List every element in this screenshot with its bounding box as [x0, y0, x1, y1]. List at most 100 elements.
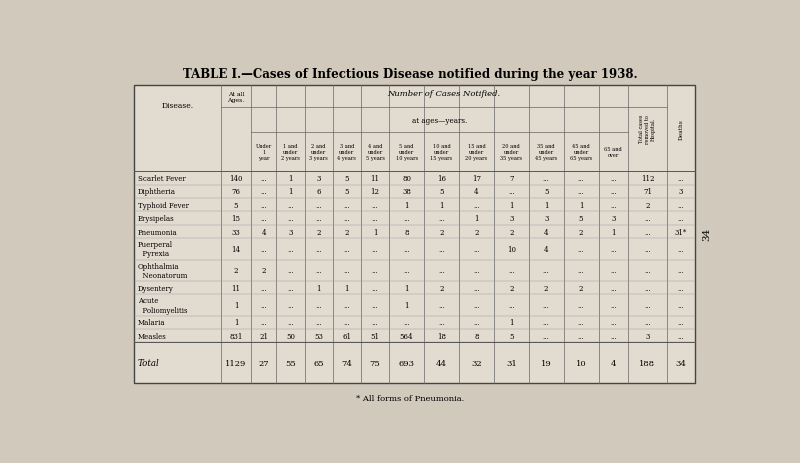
Text: 1: 1: [317, 284, 321, 292]
Text: 19: 19: [541, 359, 551, 367]
Text: ...: ...: [508, 188, 514, 196]
Text: 10 and
under
15 years: 10 and under 15 years: [430, 144, 453, 161]
Text: ...: ...: [287, 215, 294, 223]
Text: 20 and
under
35 years: 20 and under 35 years: [500, 144, 522, 161]
Text: 32: 32: [471, 359, 482, 367]
Text: 11: 11: [232, 284, 241, 292]
Text: ...: ...: [372, 301, 378, 309]
Text: ...: ...: [315, 201, 322, 209]
Text: ...: ...: [343, 267, 350, 275]
Text: Typhoid Fever: Typhoid Fever: [138, 201, 189, 209]
Text: 5: 5: [345, 175, 349, 182]
Text: ...: ...: [403, 267, 410, 275]
Text: 16: 16: [437, 175, 446, 182]
Text: ...: ...: [610, 175, 617, 182]
Text: 4: 4: [544, 228, 549, 236]
Text: 15 and
under
20 years: 15 and under 20 years: [466, 144, 487, 161]
Text: 61: 61: [342, 332, 351, 340]
Text: ...: ...: [543, 175, 550, 182]
Text: 44: 44: [436, 359, 447, 367]
Text: ...: ...: [508, 267, 514, 275]
Text: Deaths: Deaths: [678, 119, 684, 139]
Text: Malaria: Malaria: [138, 319, 166, 327]
Text: 8: 8: [404, 228, 409, 236]
Text: 1: 1: [373, 228, 378, 236]
Text: 3: 3: [288, 228, 293, 236]
Text: 140: 140: [230, 175, 243, 182]
Text: ...: ...: [678, 201, 685, 209]
Text: 1: 1: [509, 319, 514, 327]
Text: 3: 3: [509, 215, 514, 223]
Text: 50: 50: [286, 332, 295, 340]
Text: 2: 2: [544, 284, 549, 292]
Text: ...: ...: [343, 301, 350, 309]
Text: ...: ...: [403, 319, 410, 327]
Text: 15: 15: [232, 215, 241, 223]
Text: 1: 1: [234, 301, 238, 309]
Text: 10: 10: [576, 359, 586, 367]
Text: ...: ...: [287, 319, 294, 327]
Text: 76: 76: [232, 188, 241, 196]
Text: ...: ...: [372, 215, 378, 223]
Text: 5: 5: [345, 188, 349, 196]
Text: 5: 5: [439, 188, 444, 196]
Text: 3: 3: [317, 175, 321, 182]
Text: 1 and
under
2 years: 1 and under 2 years: [281, 144, 300, 161]
Text: 3 and
under
4 years: 3 and under 4 years: [338, 144, 356, 161]
Text: 10: 10: [506, 245, 516, 253]
Text: 1: 1: [404, 301, 409, 309]
Text: 45 and
under
65 years: 45 and under 65 years: [570, 144, 592, 161]
Text: ...: ...: [473, 319, 480, 327]
Text: 8: 8: [474, 332, 478, 340]
Text: ...: ...: [578, 301, 585, 309]
Text: ...: ...: [287, 301, 294, 309]
Text: 3: 3: [544, 215, 548, 223]
Text: Pneumonia: Pneumonia: [138, 228, 178, 236]
Text: ...: ...: [610, 301, 617, 309]
Text: 5: 5: [509, 332, 514, 340]
Text: ...: ...: [578, 175, 585, 182]
Text: ...: ...: [610, 319, 617, 327]
Text: Under
1
year: Under 1 year: [255, 144, 272, 161]
Text: 27: 27: [258, 359, 269, 367]
Text: ...: ...: [260, 245, 267, 253]
Text: ...: ...: [644, 267, 651, 275]
Text: ...: ...: [287, 245, 294, 253]
Text: 7: 7: [509, 175, 514, 182]
Text: ...: ...: [678, 267, 685, 275]
Text: * All forms of Pneumonia.: * All forms of Pneumonia.: [356, 394, 464, 402]
Text: 65 and
over: 65 and over: [605, 147, 622, 158]
Text: ...: ...: [644, 215, 651, 223]
Text: 12: 12: [370, 188, 379, 196]
Text: 1: 1: [509, 201, 514, 209]
Text: ...: ...: [473, 267, 480, 275]
Text: 53: 53: [314, 332, 323, 340]
Text: 11: 11: [370, 175, 379, 182]
Text: 2: 2: [579, 284, 583, 292]
Text: ...: ...: [610, 201, 617, 209]
Text: 4: 4: [610, 359, 616, 367]
Text: ...: ...: [678, 175, 685, 182]
Text: 3: 3: [646, 332, 650, 340]
Text: ...: ...: [543, 332, 550, 340]
Text: ...: ...: [403, 245, 410, 253]
Text: 1: 1: [288, 175, 293, 182]
Text: 1: 1: [579, 201, 583, 209]
Text: ...: ...: [438, 319, 445, 327]
Text: ...: ...: [343, 215, 350, 223]
Text: 2: 2: [646, 201, 650, 209]
Text: 1: 1: [345, 284, 349, 292]
Text: 2: 2: [439, 284, 444, 292]
Text: 2: 2: [474, 228, 478, 236]
Text: 5: 5: [544, 188, 549, 196]
Text: 2: 2: [579, 228, 583, 236]
Text: ...: ...: [543, 301, 550, 309]
Text: 75: 75: [370, 359, 381, 367]
Text: Total cases
removed to
Hospital.: Total cases removed to Hospital.: [639, 114, 656, 144]
Text: ...: ...: [610, 267, 617, 275]
Text: 4 and
under
5 years: 4 and under 5 years: [366, 144, 385, 161]
Text: 31: 31: [506, 359, 517, 367]
Text: 38: 38: [402, 188, 411, 196]
Text: 2: 2: [317, 228, 321, 236]
Text: ...: ...: [578, 245, 585, 253]
